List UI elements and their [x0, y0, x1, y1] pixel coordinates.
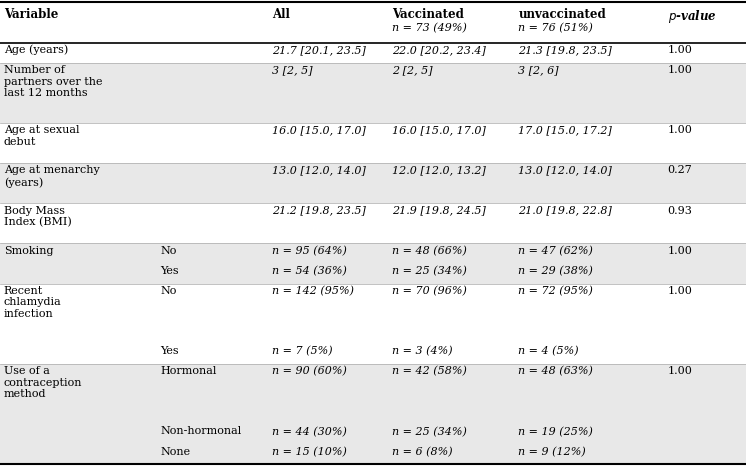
Text: n = 44 (30%): n = 44 (30%) — [272, 426, 347, 437]
Text: n = 15 (10%): n = 15 (10%) — [272, 446, 347, 457]
Text: Use of a
contraception
method: Use of a contraception method — [4, 366, 82, 399]
Text: n = 7 (5%): n = 7 (5%) — [272, 346, 333, 357]
Text: n = 48 (63%): n = 48 (63%) — [518, 366, 593, 377]
Text: 1.00: 1.00 — [668, 45, 692, 55]
Bar — [0, 284, 746, 344]
Text: 3 [2, 5]: 3 [2, 5] — [272, 65, 313, 75]
Text: Yes: Yes — [160, 266, 179, 276]
Bar — [0, 364, 746, 424]
Text: 1.00: 1.00 — [668, 65, 692, 75]
Text: n = 73 (49%): n = 73 (49%) — [392, 23, 466, 34]
Text: n = 70 (96%): n = 70 (96%) — [392, 286, 466, 296]
Text: n = 9 (12%): n = 9 (12%) — [518, 446, 586, 457]
Bar — [0, 344, 746, 364]
Text: n = 72 (95%): n = 72 (95%) — [518, 286, 593, 296]
Text: n = 54 (36%): n = 54 (36%) — [272, 266, 347, 276]
Text: 13.0 [12.0, 14.0]: 13.0 [12.0, 14.0] — [272, 165, 366, 176]
Text: 21.3 [19.8, 23.5]: 21.3 [19.8, 23.5] — [518, 45, 612, 55]
Text: None: None — [160, 446, 190, 457]
Text: n = 29 (38%): n = 29 (38%) — [518, 266, 593, 276]
Text: 1.00: 1.00 — [668, 366, 692, 376]
Text: Age (years): Age (years) — [4, 45, 68, 55]
Text: n = 25 (34%): n = 25 (34%) — [392, 266, 466, 276]
Text: Body Mass
Index (BMI): Body Mass Index (BMI) — [4, 205, 72, 227]
Text: Non-hormonal: Non-hormonal — [160, 426, 242, 437]
Text: 21.7 [20.1, 23.5]: 21.7 [20.1, 23.5] — [272, 45, 366, 55]
Text: 21.9 [19.8, 24.5]: 21.9 [19.8, 24.5] — [392, 205, 486, 216]
Text: 0.93: 0.93 — [668, 205, 692, 216]
Text: 21.0 [19.8, 22.8]: 21.0 [19.8, 22.8] — [518, 205, 612, 216]
Text: Smoking: Smoking — [4, 246, 53, 256]
Text: unvaccinated: unvaccinated — [518, 8, 606, 21]
Text: 2 [2, 5]: 2 [2, 5] — [392, 65, 432, 75]
Text: n = 47 (62%): n = 47 (62%) — [518, 246, 593, 256]
Text: Vaccinated: Vaccinated — [392, 8, 463, 21]
Text: n = 48 (66%): n = 48 (66%) — [392, 246, 466, 256]
Text: n = 76 (51%): n = 76 (51%) — [518, 23, 593, 34]
Bar — [0, 123, 746, 163]
Text: Recent
chlamydia
infection: Recent chlamydia infection — [4, 286, 61, 319]
Text: Age at menarchy
(years): Age at menarchy (years) — [4, 165, 99, 188]
Text: Yes: Yes — [160, 346, 179, 356]
Bar — [0, 444, 746, 464]
Text: 17.0 [15.0, 17.2]: 17.0 [15.0, 17.2] — [518, 125, 612, 135]
Bar — [0, 2, 746, 43]
Text: No: No — [160, 286, 177, 296]
Bar — [0, 63, 746, 123]
Bar — [0, 203, 746, 243]
Text: 1.00: 1.00 — [668, 246, 692, 256]
Text: Number of
partners over the
last 12 months: Number of partners over the last 12 mont… — [4, 65, 102, 98]
Text: 13.0 [12.0, 14.0]: 13.0 [12.0, 14.0] — [518, 165, 612, 176]
Text: Variable: Variable — [4, 8, 58, 21]
Text: n = 42 (58%): n = 42 (58%) — [392, 366, 466, 377]
Text: 21.2 [19.8, 23.5]: 21.2 [19.8, 23.5] — [272, 205, 366, 216]
Text: 1.00: 1.00 — [668, 286, 692, 296]
Text: 22.0 [20.2, 23.4]: 22.0 [20.2, 23.4] — [392, 45, 486, 55]
Bar — [0, 263, 746, 284]
Bar — [0, 243, 746, 263]
Text: Hormonal: Hormonal — [160, 366, 217, 376]
Text: n = 19 (25%): n = 19 (25%) — [518, 426, 593, 437]
Text: n = 95 (64%): n = 95 (64%) — [272, 246, 347, 256]
Text: n = 142 (95%): n = 142 (95%) — [272, 286, 354, 296]
Text: 1.00: 1.00 — [668, 125, 692, 135]
Text: $p$-value: $p$-value — [668, 8, 716, 25]
Text: n = 25 (34%): n = 25 (34%) — [392, 426, 466, 437]
Text: n = 4 (5%): n = 4 (5%) — [518, 346, 579, 357]
Text: Age at sexual
debut: Age at sexual debut — [4, 125, 79, 147]
Text: 16.0 [15.0, 17.0]: 16.0 [15.0, 17.0] — [272, 125, 366, 135]
Text: 0.27: 0.27 — [668, 165, 692, 176]
Bar — [0, 163, 746, 203]
Text: No: No — [160, 246, 177, 256]
Text: All: All — [272, 8, 290, 21]
Text: n = 3 (4%): n = 3 (4%) — [392, 346, 452, 357]
Text: 12.0 [12.0, 13.2]: 12.0 [12.0, 13.2] — [392, 165, 486, 176]
Bar — [0, 424, 746, 444]
Text: n = 6 (8%): n = 6 (8%) — [392, 446, 452, 457]
Text: 16.0 [15.0, 17.0]: 16.0 [15.0, 17.0] — [392, 125, 486, 135]
Text: 3 [2, 6]: 3 [2, 6] — [518, 65, 559, 75]
Bar — [0, 43, 746, 63]
Text: n = 90 (60%): n = 90 (60%) — [272, 366, 347, 377]
